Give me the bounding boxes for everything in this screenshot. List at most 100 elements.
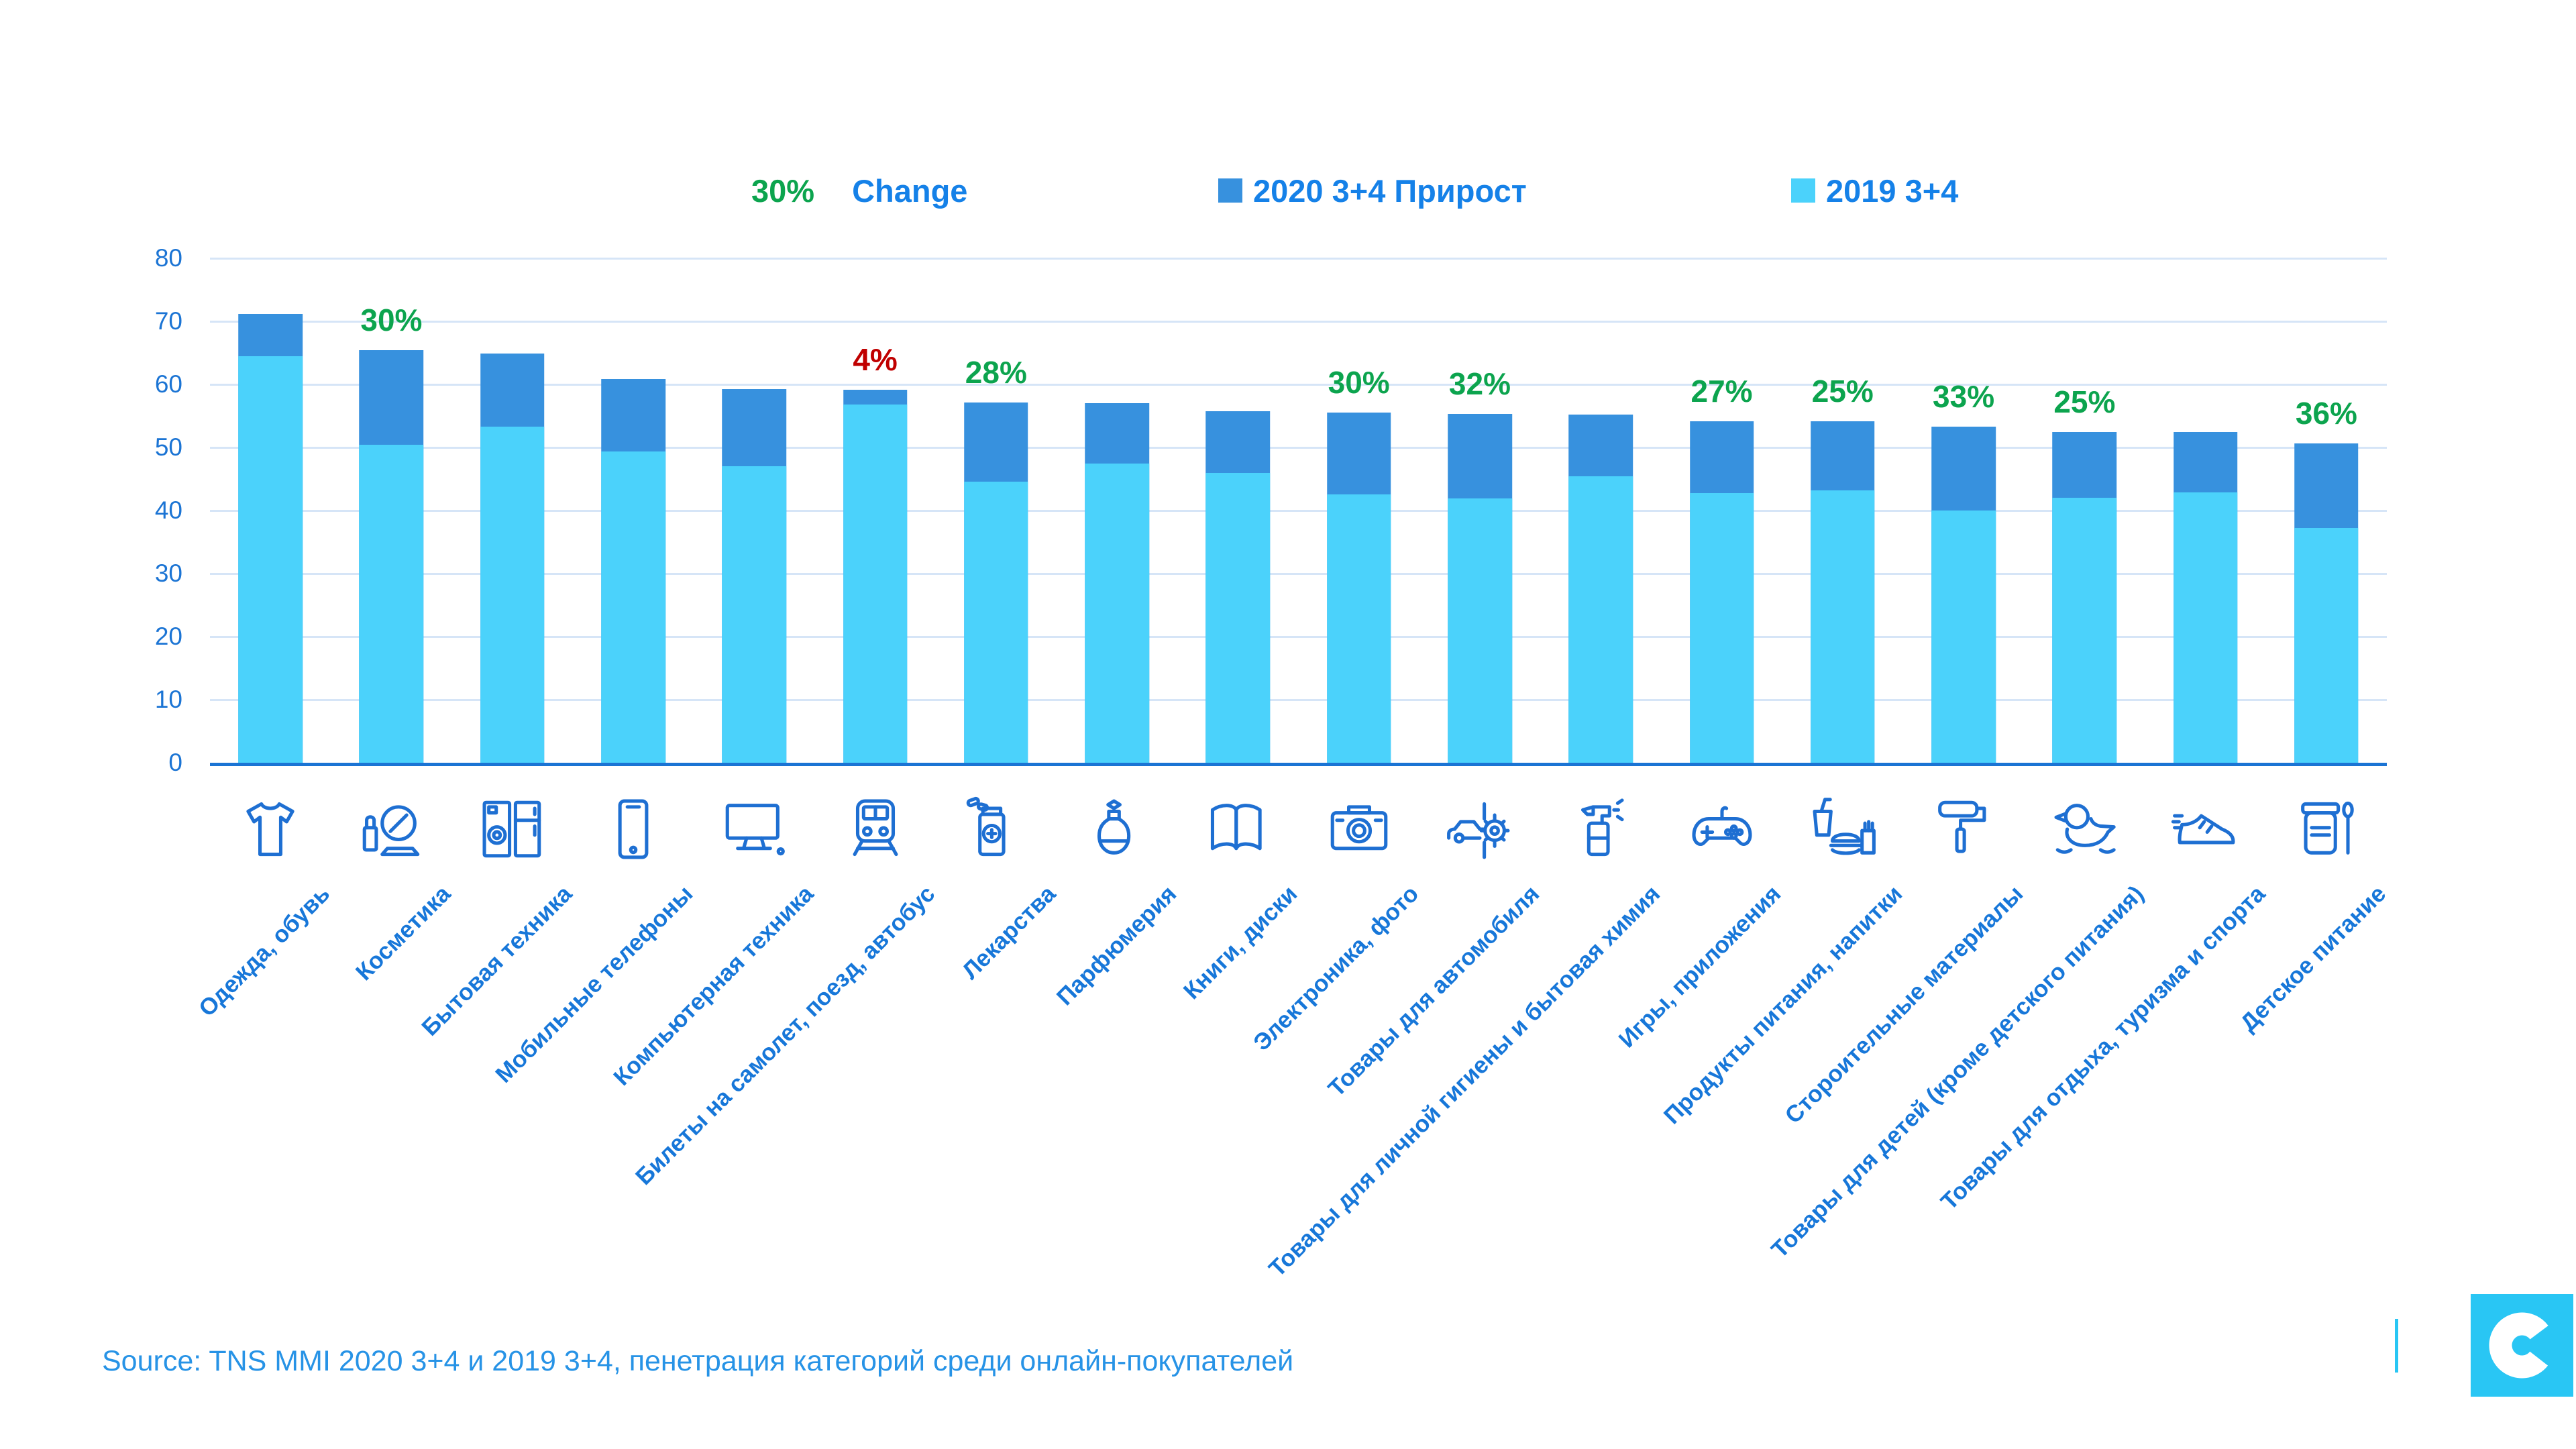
legend-change-value: 30% bbox=[751, 172, 815, 209]
category-icon-slot bbox=[573, 785, 694, 873]
y-gridline bbox=[210, 573, 2387, 575]
category-label: Товары для личной гигиены и бытовая хими… bbox=[1264, 880, 1666, 1283]
bar-slot: 25% bbox=[1782, 258, 1903, 763]
category-label: Товары для отдыха, туризма и спорта bbox=[1935, 880, 2270, 1216]
bar-slot: 28% bbox=[936, 258, 1057, 763]
smartphone-icon bbox=[618, 799, 649, 859]
stacked-bar-2020-total bbox=[359, 350, 424, 763]
category-label: Детское питание bbox=[2235, 880, 2392, 1037]
rubber-duck-icon bbox=[2054, 804, 2116, 854]
bar-segment-2019 bbox=[1568, 476, 1633, 763]
bar-segment-2019 bbox=[238, 356, 303, 763]
category-icon-slot bbox=[210, 785, 331, 873]
stacked-bar-2020-total bbox=[722, 388, 787, 763]
bar-segment-2019 bbox=[843, 405, 908, 763]
category-icon-slot bbox=[1419, 785, 1540, 873]
y-gridline bbox=[210, 447, 2387, 449]
legend-2019-label: 2019 3+4 bbox=[1826, 172, 1959, 209]
medicine-icon bbox=[966, 796, 1006, 857]
category-icon-slot bbox=[1177, 785, 1298, 873]
bar-segment-2019 bbox=[1205, 472, 1271, 763]
category-label: Бытовая техника bbox=[416, 880, 577, 1041]
stacked-bar-2020-total bbox=[964, 402, 1028, 763]
change-percent-label: 32% bbox=[1448, 366, 1511, 402]
category-icon-slot bbox=[2024, 785, 2145, 873]
category-label: Одежда, обувь bbox=[194, 880, 335, 1022]
perfume-icon bbox=[1097, 799, 1131, 855]
bars-row: 30% 4% 28% 30% 32% 27% 25% 33% 25% 36% bbox=[210, 258, 2387, 763]
paint-roller-icon bbox=[1938, 800, 1986, 853]
bar-slot: 30% bbox=[331, 258, 451, 763]
legend-2019-swatch-icon bbox=[1791, 178, 1815, 203]
bar-slot bbox=[573, 258, 694, 763]
stacked-bar-2020-total bbox=[1811, 421, 1875, 763]
bar-slot bbox=[452, 258, 573, 763]
change-percent-label: 28% bbox=[965, 355, 1027, 390]
category-icon-slot bbox=[2266, 785, 2387, 873]
stacked-bar-2020-total bbox=[2173, 431, 2238, 763]
bar-slot: 33% bbox=[1903, 258, 2024, 763]
bar-slot: 25% bbox=[2024, 258, 2145, 763]
legend-change-label: Change bbox=[852, 172, 968, 209]
category-icon-slot bbox=[1661, 785, 1782, 873]
bar-segment-2019 bbox=[2052, 498, 2117, 763]
category-label: Товары для автомобиля bbox=[1323, 880, 1545, 1102]
bar-segment-2019 bbox=[1448, 498, 1512, 763]
y-axis: 0 10 20 30 40 50 60 70 80 bbox=[0, 244, 182, 776]
category-label: Парфюмерия bbox=[1051, 880, 1182, 1011]
car-parts-icon bbox=[1447, 802, 1510, 859]
legend-2020-swatch-icon bbox=[1218, 178, 1242, 203]
legend-item-2020: 2020 3+4 Прирост bbox=[1218, 172, 1527, 209]
train-ticket-icon bbox=[853, 799, 898, 857]
bar-slot: 36% bbox=[2266, 258, 2387, 763]
category-label: Игры, приложения bbox=[1614, 880, 1786, 1053]
category-label: Товары для детей (кроме детского питания… bbox=[1766, 880, 2149, 1263]
change-percent-label: 30% bbox=[360, 303, 423, 338]
bar-segment-2019 bbox=[359, 445, 424, 763]
legend-item-change: 30% Change bbox=[751, 172, 967, 209]
y-gridline bbox=[210, 636, 2387, 638]
bar-segment-2019 bbox=[1085, 464, 1149, 763]
change-percent-label: 27% bbox=[1690, 373, 1753, 409]
bar-segment-2019 bbox=[1689, 492, 1754, 763]
stacked-bar-2020-total bbox=[1931, 426, 1996, 763]
bar-segment-2019 bbox=[1811, 490, 1875, 763]
gamepad-icon bbox=[1692, 806, 1752, 847]
y-tick-label: 0 bbox=[168, 749, 182, 776]
bar-slot: 30% bbox=[1299, 258, 1419, 763]
stacked-bar-2020-total bbox=[601, 378, 665, 763]
category-label: Продукты питания, напитки bbox=[1658, 880, 1908, 1130]
bar-slot bbox=[210, 258, 331, 763]
y-tick-label: 80 bbox=[154, 244, 182, 272]
category-icon-slot bbox=[1540, 785, 1661, 873]
y-gridline bbox=[210, 321, 2387, 323]
legend-item-2019: 2019 3+4 bbox=[1791, 172, 1958, 209]
stacked-bar-2020-total bbox=[1326, 413, 1391, 763]
spray-bottle-icon bbox=[1581, 798, 1624, 857]
change-percent-label: 25% bbox=[1811, 374, 1874, 409]
category-label: Книги, диски bbox=[1179, 880, 1303, 1005]
stacked-bar-2020-total bbox=[2294, 443, 2359, 763]
category-label: Компьютерная техника bbox=[608, 880, 819, 1091]
stacked-bar-2020-total bbox=[843, 390, 908, 763]
stacked-bar-2020-total bbox=[1689, 421, 1754, 763]
company-logo bbox=[2471, 1294, 2573, 1397]
cosmetics-icon bbox=[363, 805, 420, 857]
category-icon-slot bbox=[452, 785, 573, 873]
bar-segment-2019 bbox=[964, 481, 1028, 763]
y-tick-label: 70 bbox=[154, 307, 182, 335]
category-icons-row bbox=[210, 785, 2387, 873]
stacked-bar-2020-total bbox=[1448, 414, 1512, 763]
book-icon bbox=[1211, 804, 1263, 851]
appliances-icon bbox=[482, 800, 541, 858]
plot-area: 30% 4% 28% 30% 32% 27% 25% 33% 25% 36% bbox=[210, 258, 2387, 766]
y-tick-label: 50 bbox=[154, 433, 182, 461]
category-icon-slot bbox=[331, 785, 451, 873]
bar-segment-2019 bbox=[2173, 492, 2238, 763]
category-label: Косметика bbox=[351, 880, 456, 986]
category-icon-slot bbox=[1057, 785, 1177, 873]
category-icon-slot bbox=[694, 785, 814, 873]
computer-icon bbox=[725, 804, 786, 856]
bar-segment-2019 bbox=[601, 451, 665, 763]
